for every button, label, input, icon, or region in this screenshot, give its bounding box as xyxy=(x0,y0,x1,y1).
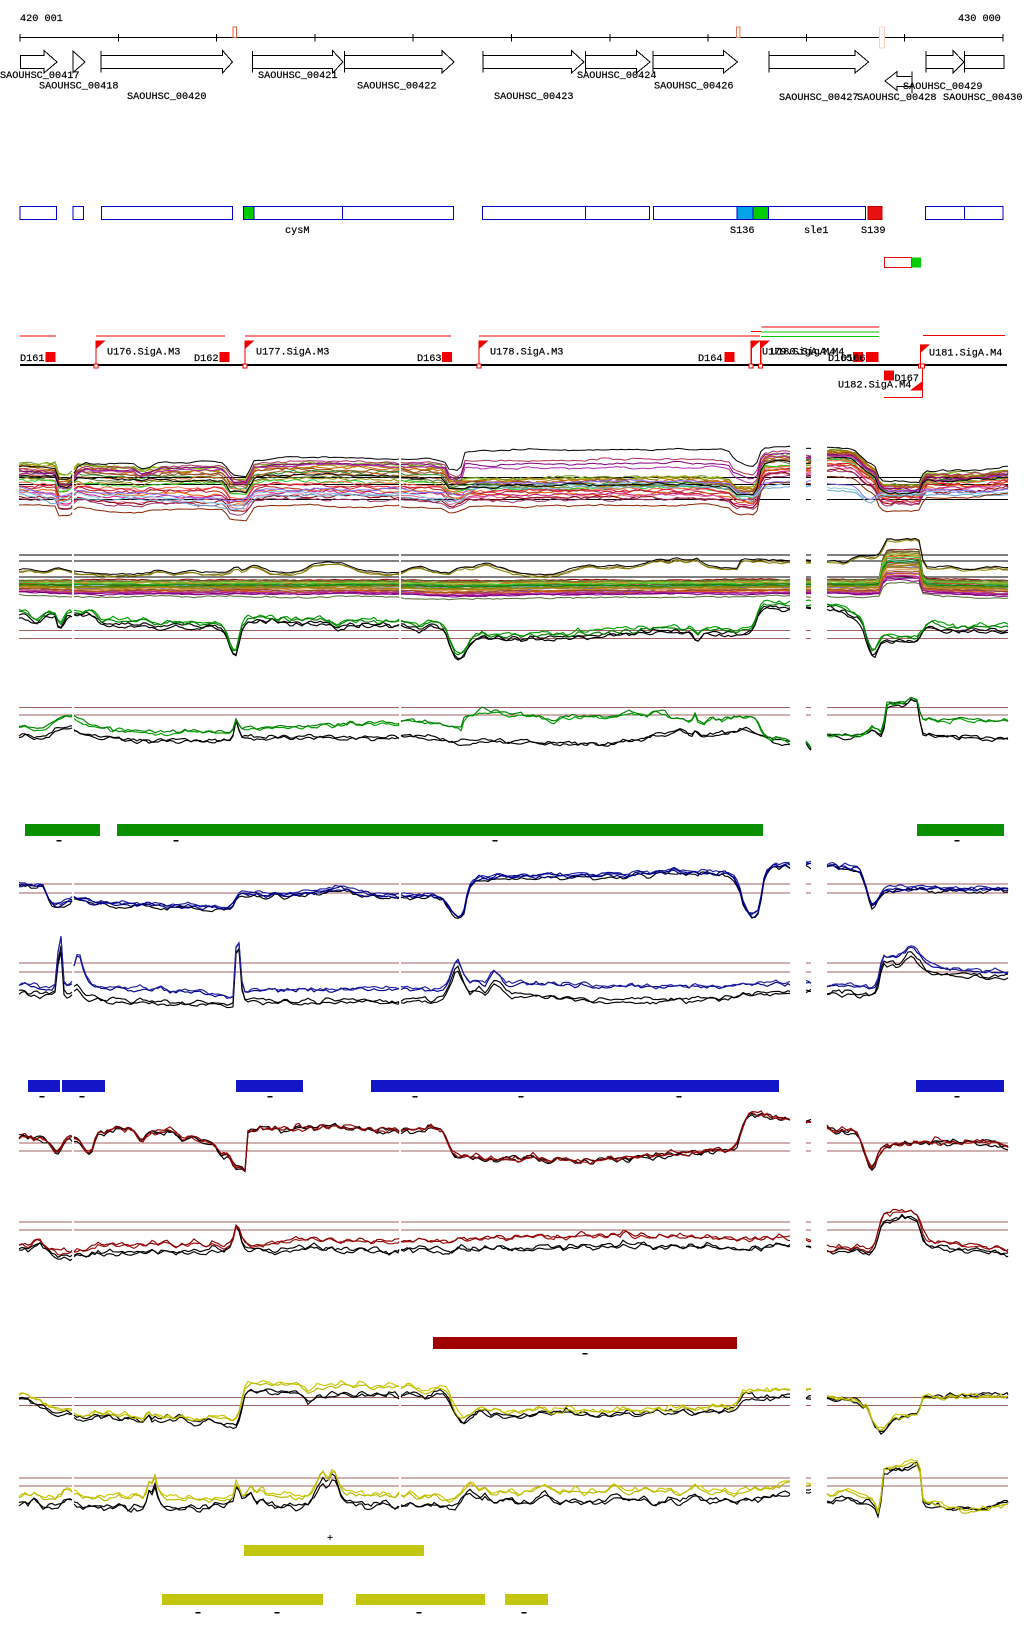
svg-text:D161: D161 xyxy=(20,354,44,365)
svg-text:U182.SigA.M4: U182.SigA.M4 xyxy=(838,379,911,391)
svg-text:SAOUHSC_00418: SAOUHSC_00418 xyxy=(39,82,118,93)
svg-text:+: + xyxy=(327,1534,333,1545)
svg-text:U177.SigA.M3: U177.SigA.M3 xyxy=(256,347,329,359)
svg-text:SAOUHSC_00424: SAOUHSC_00424 xyxy=(577,71,656,82)
svg-text:U181.SigA.M4: U181.SigA.M4 xyxy=(929,348,1002,360)
svg-text:SAOUHSC_00423: SAOUHSC_00423 xyxy=(494,92,573,103)
svg-text:D162: D162 xyxy=(194,354,218,365)
svg-text:D167: D167 xyxy=(895,374,919,385)
svg-text:SAOUHSC_00430: SAOUHSC_00430 xyxy=(943,93,1022,104)
svg-text:D164: D164 xyxy=(698,354,722,365)
svg-text:U180.SigA.M4: U180.SigA.M4 xyxy=(771,347,844,359)
svg-text:SAOUHSC_00428: SAOUHSC_00428 xyxy=(857,93,936,104)
svg-text:U176.SigA.M3: U176.SigA.M3 xyxy=(107,347,180,359)
svg-text:S139: S139 xyxy=(861,226,885,237)
svg-text:D166: D166 xyxy=(841,354,865,365)
svg-text:SAOUHSC_00422: SAOUHSC_00422 xyxy=(357,82,436,93)
svg-text:420 001: 420 001 xyxy=(20,14,63,25)
svg-text:SAOUHSC_00427: SAOUHSC_00427 xyxy=(779,93,858,104)
svg-text:SAOUHSC_00420: SAOUHSC_00420 xyxy=(127,92,206,103)
svg-text:SAOUHSC_00417: SAOUHSC_00417 xyxy=(0,71,79,82)
svg-text:SAOUHSC_00421: SAOUHSC_00421 xyxy=(258,71,337,82)
svg-text:SAOUHSC_00426: SAOUHSC_00426 xyxy=(654,82,733,93)
svg-text:SAOUHSC_00429: SAOUHSC_00429 xyxy=(903,82,982,93)
svg-text:S136: S136 xyxy=(730,226,754,237)
svg-text:D165: D165 xyxy=(828,354,852,365)
svg-text:U178.SigA.M3: U178.SigA.M3 xyxy=(490,347,563,359)
svg-text:cysM: cysM xyxy=(285,226,309,237)
svg-text:430 000: 430 000 xyxy=(958,14,1001,25)
svg-text:U179.SigA.M4: U179.SigA.M4 xyxy=(762,347,835,359)
svg-text:sle1: sle1 xyxy=(804,225,828,237)
svg-text:D163: D163 xyxy=(417,354,441,365)
